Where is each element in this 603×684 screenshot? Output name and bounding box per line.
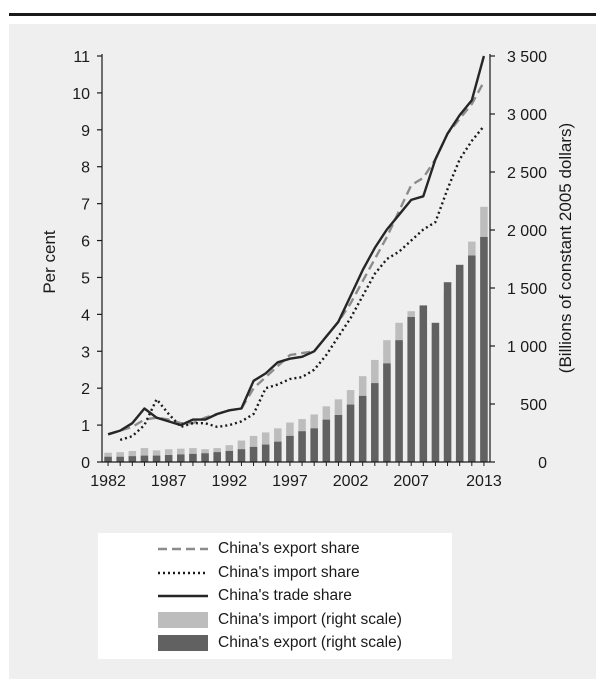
y-tick-label: 6 bbox=[81, 234, 90, 251]
x-tick-label: 2002 bbox=[333, 473, 369, 490]
export-bar bbox=[164, 455, 173, 462]
y-tick-label: 4 bbox=[81, 307, 90, 324]
import-share-line bbox=[119, 125, 485, 442]
y2-tick-label: 2 500 bbox=[507, 165, 547, 182]
legend-label: China's import share bbox=[218, 564, 360, 581]
export-bar bbox=[455, 264, 464, 462]
y-tick-label: 0 bbox=[81, 455, 90, 472]
export-bar bbox=[249, 446, 258, 462]
export-bar bbox=[152, 455, 161, 462]
trade-share-line bbox=[107, 55, 486, 436]
export-bar bbox=[189, 453, 197, 462]
y-tick-label: 7 bbox=[81, 197, 90, 214]
y-tick-label: 10 bbox=[72, 86, 90, 103]
x-tick-label: 2007 bbox=[393, 473, 429, 490]
export-bar bbox=[480, 236, 488, 462]
y2-tick-label: 2 000 bbox=[507, 223, 547, 240]
legend: China's export share China's import shar… bbox=[98, 533, 452, 659]
export-bar bbox=[322, 419, 331, 462]
tick-labels-layer: 0 1 2 3 4 5 6 7 8 9 10 11 0 500 1 000 1 500 2 000 2 500 3 … bbox=[72, 49, 547, 490]
legend-label: China's trade share bbox=[218, 587, 352, 604]
y-tick-label: 5 bbox=[81, 270, 90, 287]
y-tick-label: 1 bbox=[81, 418, 90, 435]
export-bar bbox=[310, 428, 318, 462]
y-tick-label: 11 bbox=[73, 49, 90, 66]
x-tick-label: 1987 bbox=[151, 473, 187, 490]
export-bar bbox=[213, 452, 221, 462]
export-bar bbox=[261, 444, 270, 462]
dotted-line-swatch bbox=[156, 562, 210, 584]
export-bar bbox=[177, 454, 185, 462]
export-bar bbox=[419, 305, 428, 462]
export-bar bbox=[298, 431, 306, 462]
axes-layer bbox=[97, 54, 495, 466]
y-tick-label: 8 bbox=[81, 160, 90, 177]
y-axis-label: Per cent bbox=[40, 230, 59, 294]
light-bar-swatch bbox=[156, 609, 210, 631]
legend-item-import-share: China's import share bbox=[156, 562, 446, 584]
legend-label: China's import (right scale) bbox=[218, 611, 402, 628]
export-bar bbox=[468, 255, 476, 462]
x-tick-label: 1997 bbox=[272, 473, 308, 490]
export-bar bbox=[334, 415, 343, 462]
export-bar bbox=[383, 363, 391, 462]
export-bar bbox=[358, 395, 367, 462]
export-bar bbox=[371, 383, 379, 462]
dark-bar-swatch bbox=[156, 632, 210, 654]
y2-tick-label: 0 bbox=[538, 455, 547, 472]
export-bar bbox=[395, 340, 403, 462]
y2-tick-label: 1 500 bbox=[507, 281, 547, 298]
bars-layer bbox=[104, 206, 488, 462]
export-bar bbox=[128, 456, 137, 462]
export-bar bbox=[407, 317, 415, 462]
export-bar bbox=[286, 435, 294, 462]
dashed-line-swatch bbox=[156, 538, 210, 560]
legend-label: China's export (right scale) bbox=[218, 634, 402, 651]
legend-item-export: China's export (right scale) bbox=[156, 632, 446, 654]
export-bar bbox=[346, 404, 355, 462]
legend-item-export-share: China's export share bbox=[156, 538, 446, 560]
import-bar bbox=[140, 448, 149, 462]
solid-line-swatch bbox=[156, 585, 210, 607]
export-bar bbox=[431, 322, 440, 462]
export-bar bbox=[237, 449, 246, 462]
y2-tick-label: 1 000 bbox=[507, 339, 547, 356]
x-tick-label: 2013 bbox=[466, 473, 502, 490]
export-bar bbox=[443, 282, 452, 462]
y2-tick-label: 3 000 bbox=[507, 107, 547, 124]
y2-tick-label: 500 bbox=[520, 397, 547, 414]
legend-item-trade-share: China's trade share bbox=[156, 585, 446, 607]
x-tick-label: 1992 bbox=[212, 473, 248, 490]
y-tick-label: 3 bbox=[81, 344, 90, 361]
export-bar bbox=[201, 453, 209, 462]
export-bar bbox=[104, 456, 112, 462]
y-tick-label: 9 bbox=[81, 123, 90, 140]
y2-tick-label: 3 500 bbox=[507, 49, 547, 66]
export-bar bbox=[274, 441, 282, 462]
export-bar bbox=[140, 455, 149, 462]
legend-item-import: China's import (right scale) bbox=[156, 609, 446, 631]
export-bar bbox=[116, 456, 124, 462]
legend-label: China's export share bbox=[218, 540, 360, 557]
lines-layer bbox=[107, 55, 486, 442]
y-tick-label: 2 bbox=[81, 381, 90, 398]
y2-axis-label: (Billions of constant 2005 dollars) bbox=[556, 123, 575, 373]
x-tick-label: 1982 bbox=[90, 473, 126, 490]
export-share-line bbox=[107, 81, 485, 436]
top-rule bbox=[9, 13, 596, 16]
export-bar bbox=[225, 450, 234, 462]
